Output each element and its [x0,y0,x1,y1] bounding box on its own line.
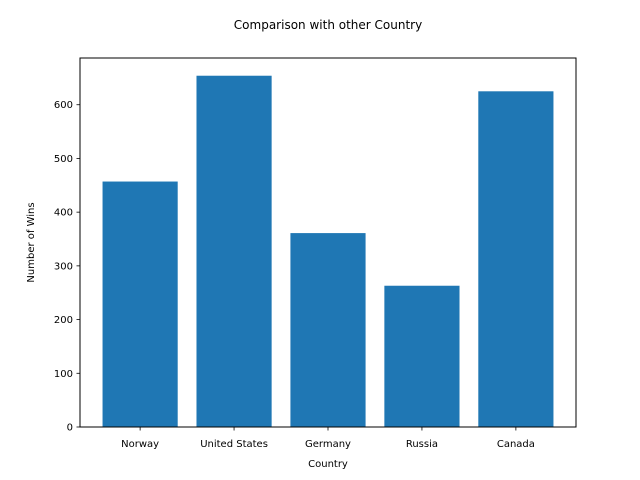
y-tick-label: 400 [54,208,73,219]
bar-norway [102,181,178,427]
bar-russia [384,285,460,427]
y-tick-label: 0 [67,423,73,434]
y-tick-label: 500 [54,154,73,165]
x-axis: Norway United States Germany Russia Canada [121,427,535,450]
x-tick-label: Russia [406,439,438,450]
chart-title: Comparison with other Country [234,18,422,32]
bars-group [102,75,554,428]
y-axis-label: Number of Wins [26,202,37,282]
x-tick-label: Germany [305,439,351,450]
bar-germany [290,233,366,427]
x-tick-label: Canada [497,439,535,450]
x-axis-label: Country [308,459,348,470]
y-tick-label: 300 [54,261,73,272]
y-tick-label: 100 [54,369,73,380]
y-tick-label: 600 [54,100,73,111]
bar-canada [478,91,554,428]
y-axis: 0 100 200 300 400 500 600 [54,100,80,434]
bar-united-states [196,75,272,428]
x-tick-label: United States [200,439,268,450]
y-tick-label: 200 [54,315,73,326]
x-tick-label: Norway [121,439,159,450]
